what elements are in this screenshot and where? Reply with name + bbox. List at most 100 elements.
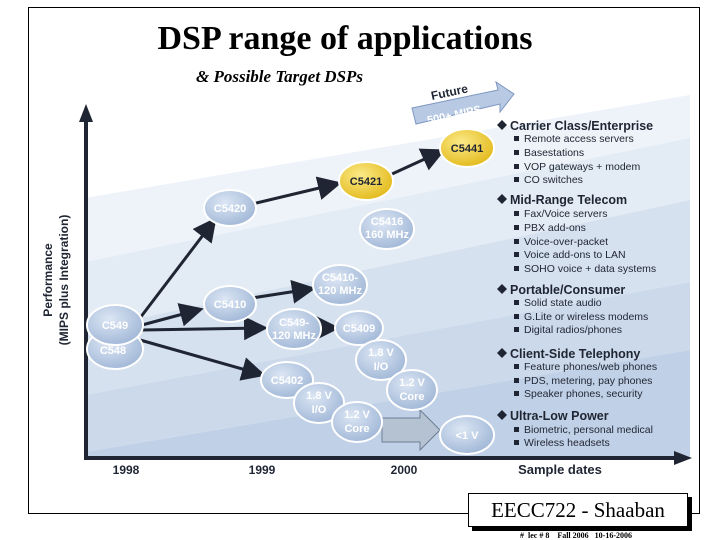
future-arrow: Future 500+ MIPS [411,80,515,127]
category-item: Wireless headsets [524,437,610,449]
node-1-2v-core-b-label-1: 1.2 V [344,409,370,421]
category-item: Fax/Voice servers [524,208,607,220]
node-1-2v-core-a [386,369,438,411]
bullet-diamond-icon [497,194,507,204]
node-c5420-label: C5420 [214,203,246,215]
item-square-icon [514,164,519,169]
node-c5420 [203,189,257,227]
node-c5421 [338,161,394,201]
course-footer: EECC722 - Shaaban [468,493,688,527]
node-c5416-label-2: 160 MHz [365,229,410,241]
item-square-icon [514,440,519,445]
category-item: VOP gateways + modem [524,161,640,173]
node-1-8v-io-a-label-1: 1.8 V [368,347,394,359]
bullet-diamond-icon [497,284,507,294]
category-heading-carrier: Carrier Class/Enterprise [510,119,653,133]
item-square-icon [514,239,519,244]
node-c549-120-label-1: C549- [279,317,309,329]
node-c549-label: C549 [102,320,128,332]
node-1-2v-core-a-label-1: 1.2 V [399,377,425,389]
node-c5410-label: C5410 [214,299,246,311]
node-lt-1v [439,415,495,455]
x-axis-arrowhead [674,451,692,465]
year-tick-2000: 2000 [391,463,418,477]
category-heading-portable: Portable/Consumer [510,283,625,297]
connections [138,148,446,381]
arrow-c5410-to-c5410-120 [251,279,316,304]
item-square-icon [514,225,519,230]
year-ticks: 1998 1999 2000 [113,463,418,477]
category-item: Solid state audio [524,297,602,309]
category-item: Remote access servers [524,133,634,145]
node-lt-1v-label: <1 V [456,430,480,442]
category-heading-midrange: Mid-Range Telecom [510,193,627,207]
node-c5409-label: C5409 [343,323,375,335]
node-c549-120-label-2: 120 MHz [272,330,317,342]
item-square-icon [514,177,519,182]
category-item: SOHO voice + data systems [524,263,656,275]
node-1-8v-io-b [293,382,345,424]
item-square-icon [514,427,519,432]
nodes: C548 C549 C5420 C5410 C5402 C549- 120 MH… [86,128,495,455]
y-axis-arrowhead [79,104,93,122]
arrow-c549-to-c5410 [141,303,204,327]
category-item: PDS, metering, pay phones [524,375,652,387]
bullet-diamond-icon [497,410,507,420]
y-axis-label-2: (MIPS plus Integration) [57,215,71,346]
item-square-icon [514,252,519,257]
node-c5416-label-1: C5416 [371,216,403,228]
arrow-c549-to-c5420 [138,217,217,319]
background-bands [85,95,690,458]
arrow-to-low-voltage [381,408,441,452]
node-c5421-label: C5421 [350,176,382,188]
y-axis-label-1: Performance [41,243,55,317]
item-square-icon [514,300,519,305]
arrow-c549-to-c5402 [139,338,266,381]
item-square-icon [514,266,519,271]
node-c549-120 [266,308,322,350]
item-square-icon [514,378,519,383]
year-tick-1999: 1999 [249,463,276,477]
item-square-icon [514,391,519,396]
item-square-icon [514,327,519,332]
category-item: G.Lite or wireless modems [524,311,648,323]
category-item: PBX add-ons [524,222,586,234]
arrow-c5420-to-c5421 [251,176,342,206]
node-c5410-120-label-1: C5410- [322,272,358,284]
node-c548-label: C548 [100,345,126,357]
application-list: Carrier Class/Enterprise Remote access s… [497,119,657,449]
item-square-icon [514,211,519,216]
category-item: Digital radios/phones [524,324,622,336]
item-square-icon [514,364,519,369]
category-item: Feature phones/web phones [524,361,657,373]
node-c549 [86,304,144,346]
category-item: CO switches [524,174,583,186]
node-c5402-label: C5402 [271,375,303,387]
node-c5410 [203,285,257,323]
category-heading-client-side: Client-Side Telephony [510,347,640,361]
category-heading-ultra-low: Ultra-Low Power [510,409,609,423]
node-1-8v-io-a-label-2: I/O [374,361,389,373]
node-1-8v-io-b-label-2: I/O [312,404,327,416]
category-item: Voice-over-packet [524,236,608,248]
node-1-2v-core-a-label-2: Core [399,391,424,403]
node-1-8v-io-b-label-1: 1.8 V [306,390,332,402]
slide-title: DSP range of applications [157,20,533,57]
arrow-c549-to-c549-120 [141,316,268,341]
node-c5441 [439,128,495,168]
node-c5416 [359,208,415,250]
slide-subtitle: & Possible Target DSPs [196,67,364,86]
year-tick-1998: 1998 [113,463,140,477]
category-item: Voice add-ons to LAN [524,249,626,261]
node-c5410-120-label-2: 120 MHz [318,285,363,297]
node-c5409 [334,310,384,346]
node-c5410-120 [312,264,368,306]
lecture-footer: # lec # 8 Fall 2006 10-16-2006 [520,531,632,540]
item-square-icon [514,150,519,155]
x-axis-label: Sample dates [518,462,602,477]
arrow-c5421-to-c5441 [391,148,446,176]
bullet-diamond-icon [497,348,507,358]
node-c5441-label: C5441 [451,143,483,155]
item-square-icon [514,314,519,319]
